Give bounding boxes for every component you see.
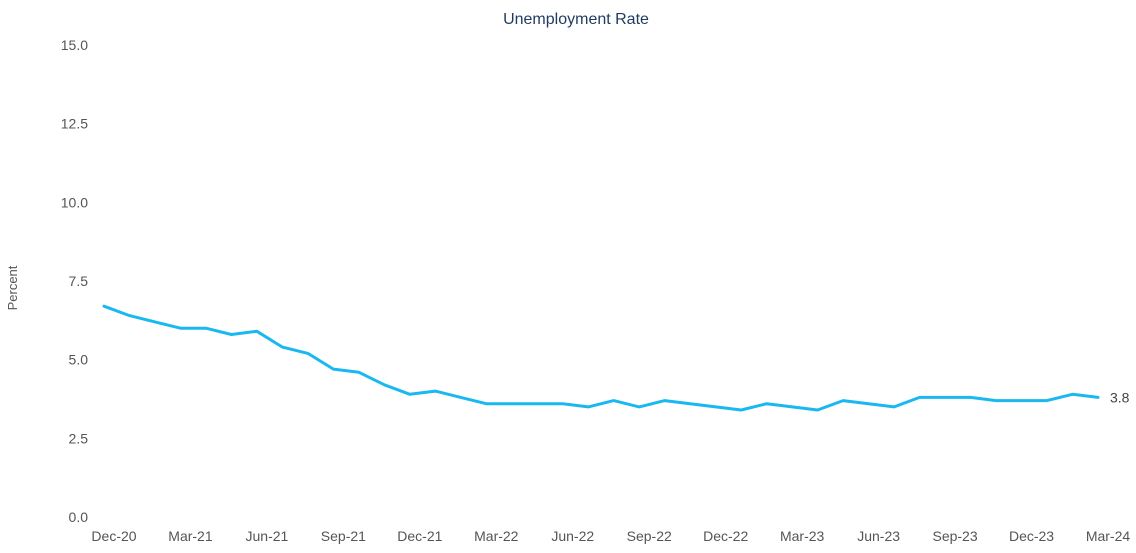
x-axis-ticks: Dec-20 Mar-21 Jun-21 Sep-21 Dec-21 Mar-22 Jun-…: [91, 528, 1130, 544]
x-tick-label: Sep-21: [321, 528, 366, 544]
y-tick-label: 5.0: [69, 352, 89, 368]
x-tick-label: Sep-22: [627, 528, 672, 544]
y-tick-label: 10.0: [61, 194, 88, 210]
y-tick-label: 15.0: [61, 37, 88, 53]
x-tick-label: Jun-22: [551, 528, 594, 544]
end-value-label: 3.8: [1110, 389, 1130, 405]
x-tick-label: Jun-21: [246, 528, 289, 544]
y-tick-label: 7.5: [69, 273, 89, 289]
x-tick-label: Mar-21: [168, 528, 213, 544]
y-tick-label: 2.5: [69, 430, 89, 446]
x-tick-label: Dec-20: [91, 528, 136, 544]
x-tick-label: Dec-23: [1009, 528, 1054, 544]
y-axis-ticks: 0.0 2.5 5.0 7.5 10.0 12.5 15.0: [61, 37, 88, 525]
x-tick-label: Mar-24: [1086, 528, 1131, 544]
x-tick-label: Mar-22: [474, 528, 519, 544]
x-tick-label: Sep-23: [932, 528, 977, 544]
x-tick-label: Dec-22: [703, 528, 748, 544]
chart-title: Unemployment Rate: [503, 11, 649, 28]
y-tick-label: 12.5: [61, 116, 88, 132]
x-tick-label: Dec-21: [397, 528, 442, 544]
x-tick-label: Jun-23: [857, 528, 900, 544]
x-tick-label: Mar-23: [780, 528, 825, 544]
y-axis-label: Percent: [5, 265, 20, 310]
y-tick-label: 0.0: [69, 509, 89, 525]
series-line-unemployment: [102, 304, 1100, 412]
